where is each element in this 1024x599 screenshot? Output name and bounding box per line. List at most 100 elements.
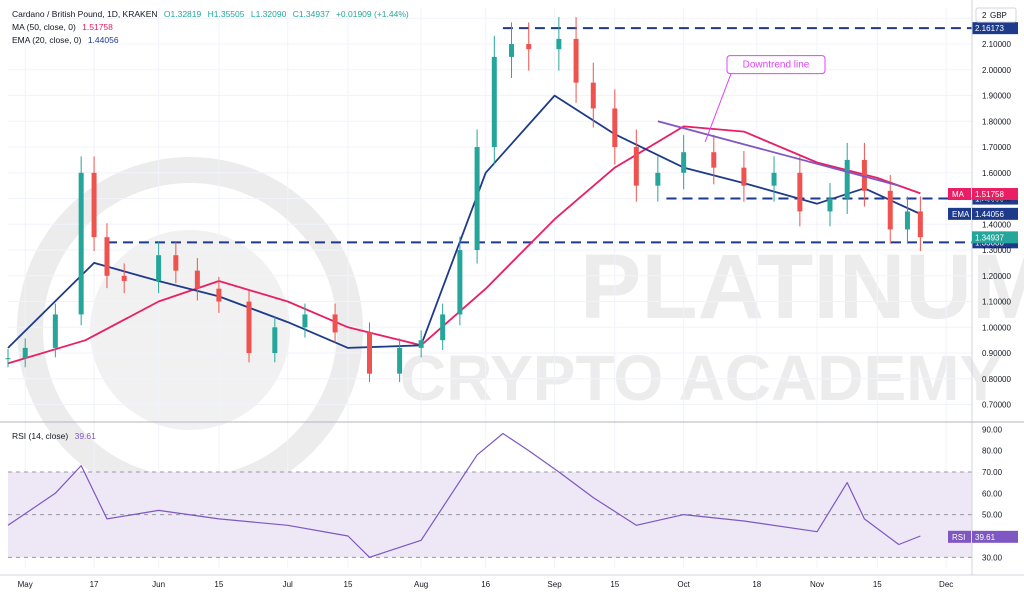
price-tag-label-bg xyxy=(948,188,971,201)
candle-body[interactable] xyxy=(302,314,308,328)
annotation-label: Downtrend line xyxy=(743,60,810,71)
candle-body[interactable] xyxy=(440,314,446,341)
horizontal-levels[interactable]: 2.161731.500001.33000 xyxy=(106,22,1018,249)
candle-body[interactable] xyxy=(491,56,497,148)
candle-body[interactable] xyxy=(5,358,11,360)
candle-body[interactable] xyxy=(861,159,867,191)
price-tick-label: 1.90000 xyxy=(982,92,1011,101)
candle-body[interactable] xyxy=(397,347,403,374)
rsi-tick-label: 80.00 xyxy=(982,447,1003,456)
candle-body[interactable] xyxy=(771,172,777,186)
ma-line[interactable] xyxy=(7,125,921,365)
candle-body[interactable] xyxy=(91,172,97,238)
currency-badge[interactable] xyxy=(975,7,1017,23)
ma-legend-label: MA (50, close, 0) xyxy=(12,22,76,32)
price-tag-name: EMA xyxy=(952,210,970,219)
level-tag xyxy=(972,22,1018,35)
ema-legend-value: 1.44056 xyxy=(87,35,119,45)
candle-body[interactable] xyxy=(272,327,278,354)
rsi-legend[interactable]: RSI (14, close) 39.61 xyxy=(12,430,100,442)
ma-legend[interactable]: MA (50, close, 0) 1.51758 xyxy=(12,21,117,33)
candle-body[interactable] xyxy=(904,211,910,230)
candle-body[interactable] xyxy=(887,190,893,230)
candle-body[interactable] xyxy=(827,198,833,212)
price-tick-label: 2.00000 xyxy=(982,66,1011,75)
time-tick-label: 15 xyxy=(610,580,619,589)
candle-body[interactable] xyxy=(194,270,200,289)
rsi-line[interactable] xyxy=(7,432,921,558)
rsi-tick-label: 60.00 xyxy=(982,489,1003,498)
price-tag-bg xyxy=(972,207,1018,220)
annotation-pointer xyxy=(704,73,732,143)
candle-body[interactable] xyxy=(173,255,179,271)
rsi-tag-value: 39.61 xyxy=(975,533,996,542)
candle-body[interactable] xyxy=(844,159,850,199)
ema-legend[interactable]: EMA (20, close, 0) 1.44056 xyxy=(12,34,123,46)
candle-body[interactable] xyxy=(121,275,127,281)
annotation-box[interactable] xyxy=(726,55,826,75)
ma-legend-value: 1.51758 xyxy=(82,22,113,32)
candle-body[interactable] xyxy=(22,347,28,359)
time-tick-label: May xyxy=(18,580,33,589)
candle-body[interactable] xyxy=(741,167,747,186)
high-value: H1.35505 xyxy=(207,9,245,19)
candle-body[interactable] xyxy=(797,172,803,212)
price-tag-value: 1.44056 xyxy=(975,210,1004,219)
level-tag-label: 2.16173 xyxy=(975,24,1004,33)
rsi-tag-name: RSI xyxy=(952,533,965,542)
candle-body[interactable] xyxy=(526,44,532,50)
price-tick-label: 1.40000 xyxy=(982,220,1011,229)
time-tick-label: 15 xyxy=(873,580,882,589)
price-tick-label: 1.60000 xyxy=(982,169,1011,178)
downtrend-line[interactable]: Downtrend line xyxy=(657,55,900,187)
candle-body[interactable] xyxy=(216,288,222,302)
price-tag-value: 1.34937 xyxy=(975,233,1004,242)
price-tags: MA 1.51758 EMA 1.44056 1.34937 RSI 39.61 xyxy=(948,188,1018,543)
ema-line[interactable] xyxy=(7,94,921,349)
trendline-segment[interactable] xyxy=(657,120,900,187)
candle-body[interactable] xyxy=(681,152,687,173)
candle-body[interactable] xyxy=(711,152,717,168)
candle-body[interactable] xyxy=(156,255,162,281)
time-tick-label: 15 xyxy=(214,580,223,589)
time-tick-label: Sep xyxy=(547,580,562,589)
candle-body[interactable] xyxy=(509,44,515,57)
time-tick-label: Dec xyxy=(939,580,953,589)
candle-body[interactable] xyxy=(78,172,84,315)
price-tag-bg xyxy=(972,231,1018,244)
candle-body[interactable] xyxy=(332,314,338,333)
price-candles[interactable] xyxy=(5,17,923,383)
ema-series-line[interactable] xyxy=(7,94,921,349)
rsi-series-line[interactable] xyxy=(7,432,921,558)
open-value: O1.32819 xyxy=(163,9,202,19)
candle-body[interactable] xyxy=(590,82,596,109)
candle-body[interactable] xyxy=(474,147,480,251)
candle-body[interactable] xyxy=(367,332,372,374)
price-tick-label: 1.20000 xyxy=(982,272,1011,281)
time-tick-label: 16 xyxy=(481,580,490,589)
candle-body[interactable] xyxy=(917,211,923,238)
rsi-legend-label: RSI (14, close) xyxy=(12,431,69,441)
time-tick-label: Oct xyxy=(677,580,690,589)
candle-body[interactable] xyxy=(573,38,579,83)
candle-body[interactable] xyxy=(556,38,562,50)
watermark-disc xyxy=(90,230,290,430)
change-value: +0.01909 (+1.44%) xyxy=(335,9,409,19)
candle-body[interactable] xyxy=(246,301,252,354)
candle-body[interactable] xyxy=(457,250,463,315)
candle-body[interactable] xyxy=(104,237,110,276)
ma-series-line[interactable] xyxy=(7,125,921,365)
candle-body[interactable] xyxy=(655,172,661,186)
watermark-line1: PLATINUM xyxy=(580,236,1024,338)
time-tick-label: Aug xyxy=(414,580,428,589)
candle-body[interactable] xyxy=(633,147,639,186)
candle-body[interactable] xyxy=(612,108,618,148)
rsi-legend-value: 39.61 xyxy=(74,431,96,441)
price-tick-label: 1.10000 xyxy=(982,298,1011,307)
time-tick-label: Nov xyxy=(810,580,824,589)
candle-body[interactable] xyxy=(418,340,424,348)
candle-body[interactable] xyxy=(52,314,58,348)
